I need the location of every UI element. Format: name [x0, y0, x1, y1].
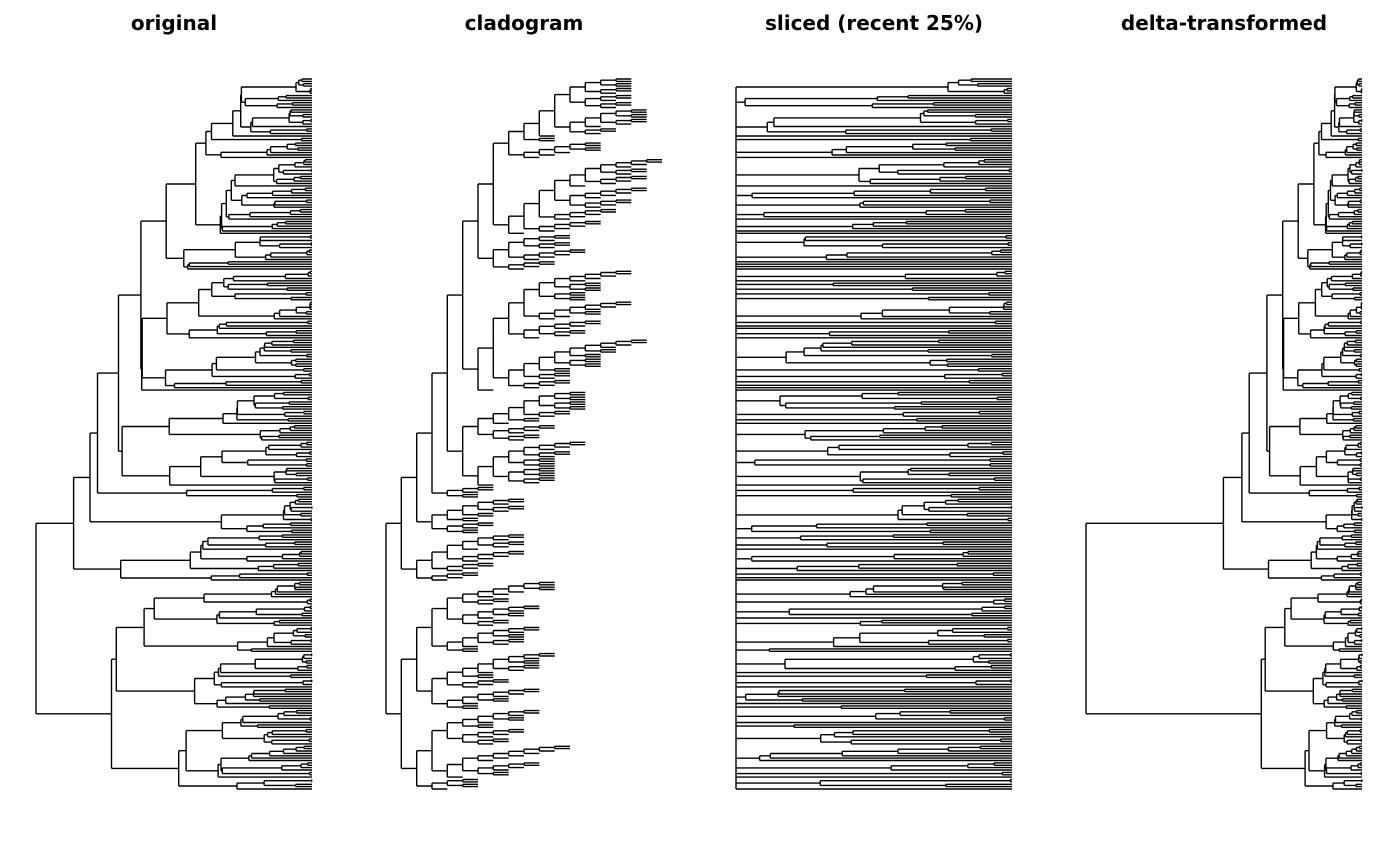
panel-title-sliced: sliced (recent 25%): [764, 11, 984, 35]
panel-title-original: original: [130, 11, 218, 35]
tree-edges-delta-transformed: [1085, 78, 1363, 790]
title-row: original cladogram sliced (recent 25%) d…: [0, 0, 1400, 50]
panel-title-cladogram: cladogram: [464, 11, 584, 35]
tree-edges-original: [35, 78, 313, 790]
tree-panel-original: [35, 78, 313, 790]
tree-panel-delta-transformed: [1085, 78, 1363, 790]
tree-panel-sliced: [735, 78, 1013, 790]
tree-edges-sliced: [735, 78, 1013, 790]
panel-title-delta-transformed: delta-transformed: [1120, 11, 1328, 35]
tree-edges-cladogram: [385, 78, 662, 790]
tree-panel-cladogram: [385, 78, 662, 790]
